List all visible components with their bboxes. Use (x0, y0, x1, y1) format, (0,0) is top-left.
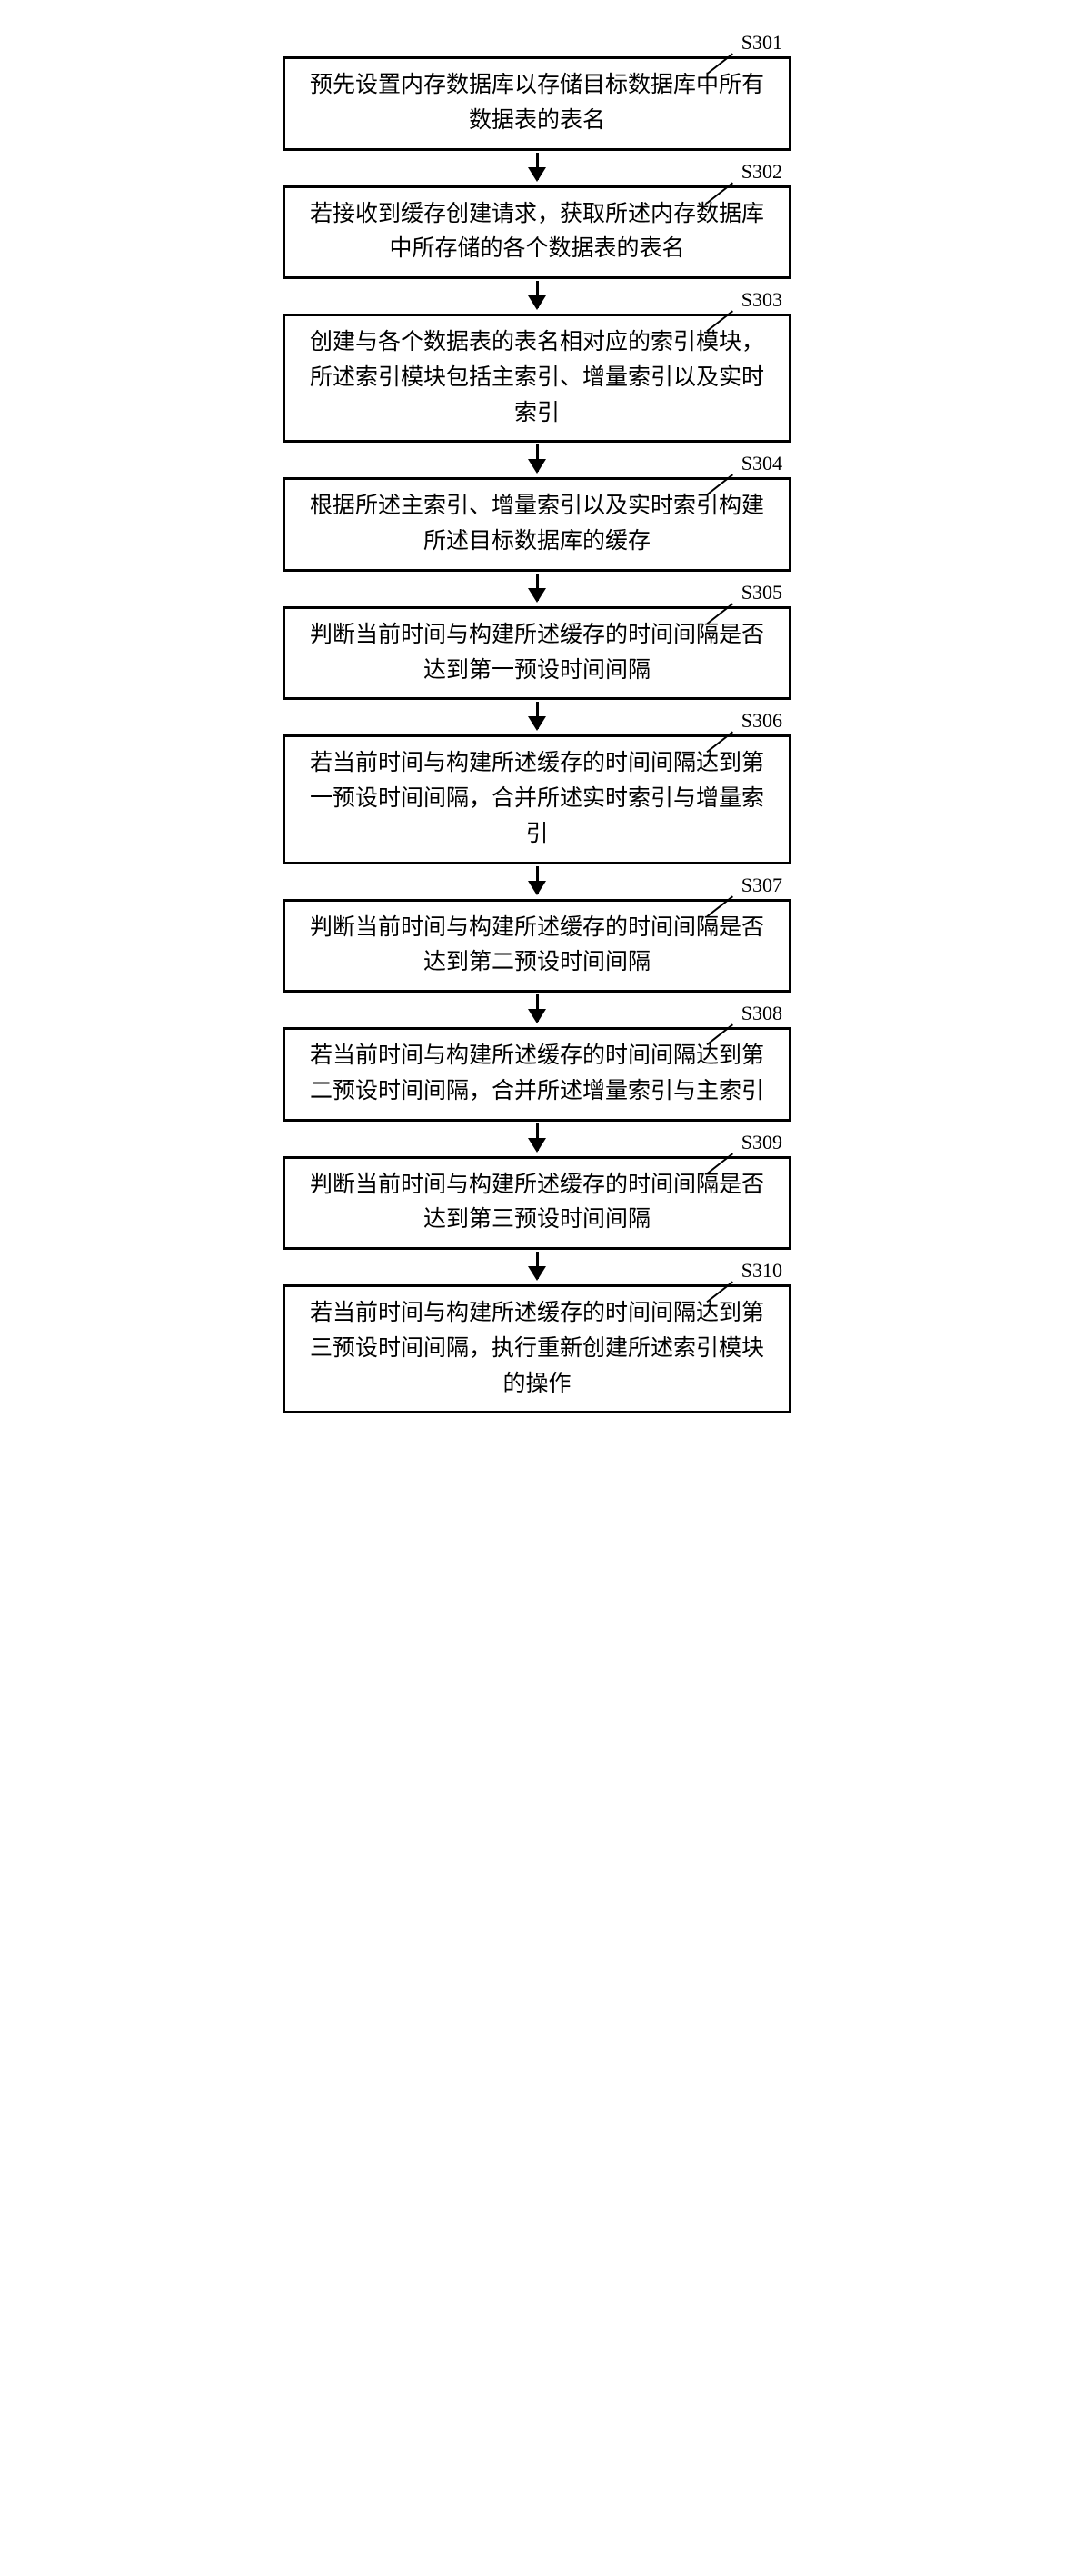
step-s307: S307 判断当前时间与构建所述缓存的时间间隔是否达到第二预设时间间隔 (283, 899, 791, 993)
step-s308: S308 若当前时间与构建所述缓存的时间间隔达到第二预设时间间隔，合并所述增量索… (283, 1027, 791, 1122)
step-label: S309 (741, 1131, 782, 1154)
step-box: 创建与各个数据表的表名相对应的索引模块，所述索引模块包括主索引、增量索引以及实时… (283, 314, 791, 443)
step-s304: S304 根据所述主索引、增量索引以及实时索引构建所述目标数据库的缓存 (283, 477, 791, 572)
step-s309: S309 判断当前时间与构建所述缓存的时间间隔是否达到第三预设时间间隔 (283, 1156, 791, 1251)
flowchart-container: S301 预先设置内存数据库以存储目标数据库中所有数据表的表名 S302 若接收… (283, 36, 791, 1413)
step-s305: S305 判断当前时间与构建所述缓存的时间间隔是否达到第一预设时间间隔 (283, 606, 791, 701)
step-s302: S302 若接收到缓存创建请求，获取所述内存数据库中所存储的各个数据表的表名 (283, 185, 791, 280)
step-box: 若接收到缓存创建请求，获取所述内存数据库中所存储的各个数据表的表名 (283, 185, 791, 280)
arrow-icon (536, 574, 539, 601)
arrow-icon (536, 702, 539, 729)
arrow-icon (536, 153, 539, 180)
arrow-icon (536, 994, 539, 1022)
arrow-icon (536, 866, 539, 894)
step-s301: S301 预先设置内存数据库以存储目标数据库中所有数据表的表名 (283, 56, 791, 151)
step-label: S307 (741, 874, 782, 897)
step-box: 判断当前时间与构建所述缓存的时间间隔是否达到第一预设时间间隔 (283, 606, 791, 701)
step-box: 若当前时间与构建所述缓存的时间间隔达到第二预设时间间隔，合并所述增量索引与主索引 (283, 1027, 791, 1122)
arrow-icon (536, 444, 539, 472)
step-label: S310 (741, 1259, 782, 1283)
step-s310: S310 若当前时间与构建所述缓存的时间间隔达到第三预设时间间隔，执行重新创建所… (283, 1284, 791, 1413)
step-label: S306 (741, 709, 782, 733)
step-box: 若当前时间与构建所述缓存的时间间隔达到第三预设时间间隔，执行重新创建所述索引模块… (283, 1284, 791, 1413)
step-box: 若当前时间与构建所述缓存的时间间隔达到第一预设时间间隔，合并所述实时索引与增量索… (283, 734, 791, 864)
step-label: S303 (741, 288, 782, 312)
step-label: S305 (741, 581, 782, 604)
step-label: S302 (741, 160, 782, 184)
step-box: 判断当前时间与构建所述缓存的时间间隔是否达到第二预设时间间隔 (283, 899, 791, 993)
arrow-icon (536, 1252, 539, 1279)
step-box: 预先设置内存数据库以存储目标数据库中所有数据表的表名 (283, 56, 791, 151)
step-box: 判断当前时间与构建所述缓存的时间间隔是否达到第三预设时间间隔 (283, 1156, 791, 1251)
arrow-icon (536, 1123, 539, 1151)
step-s303: S303 创建与各个数据表的表名相对应的索引模块，所述索引模块包括主索引、增量索… (283, 314, 791, 443)
step-s306: S306 若当前时间与构建所述缓存的时间间隔达到第一预设时间间隔，合并所述实时索… (283, 734, 791, 864)
step-box: 根据所述主索引、增量索引以及实时索引构建所述目标数据库的缓存 (283, 477, 791, 572)
step-label: S301 (741, 31, 782, 55)
arrow-icon (536, 281, 539, 308)
step-label: S308 (741, 1002, 782, 1025)
step-label: S304 (741, 452, 782, 475)
